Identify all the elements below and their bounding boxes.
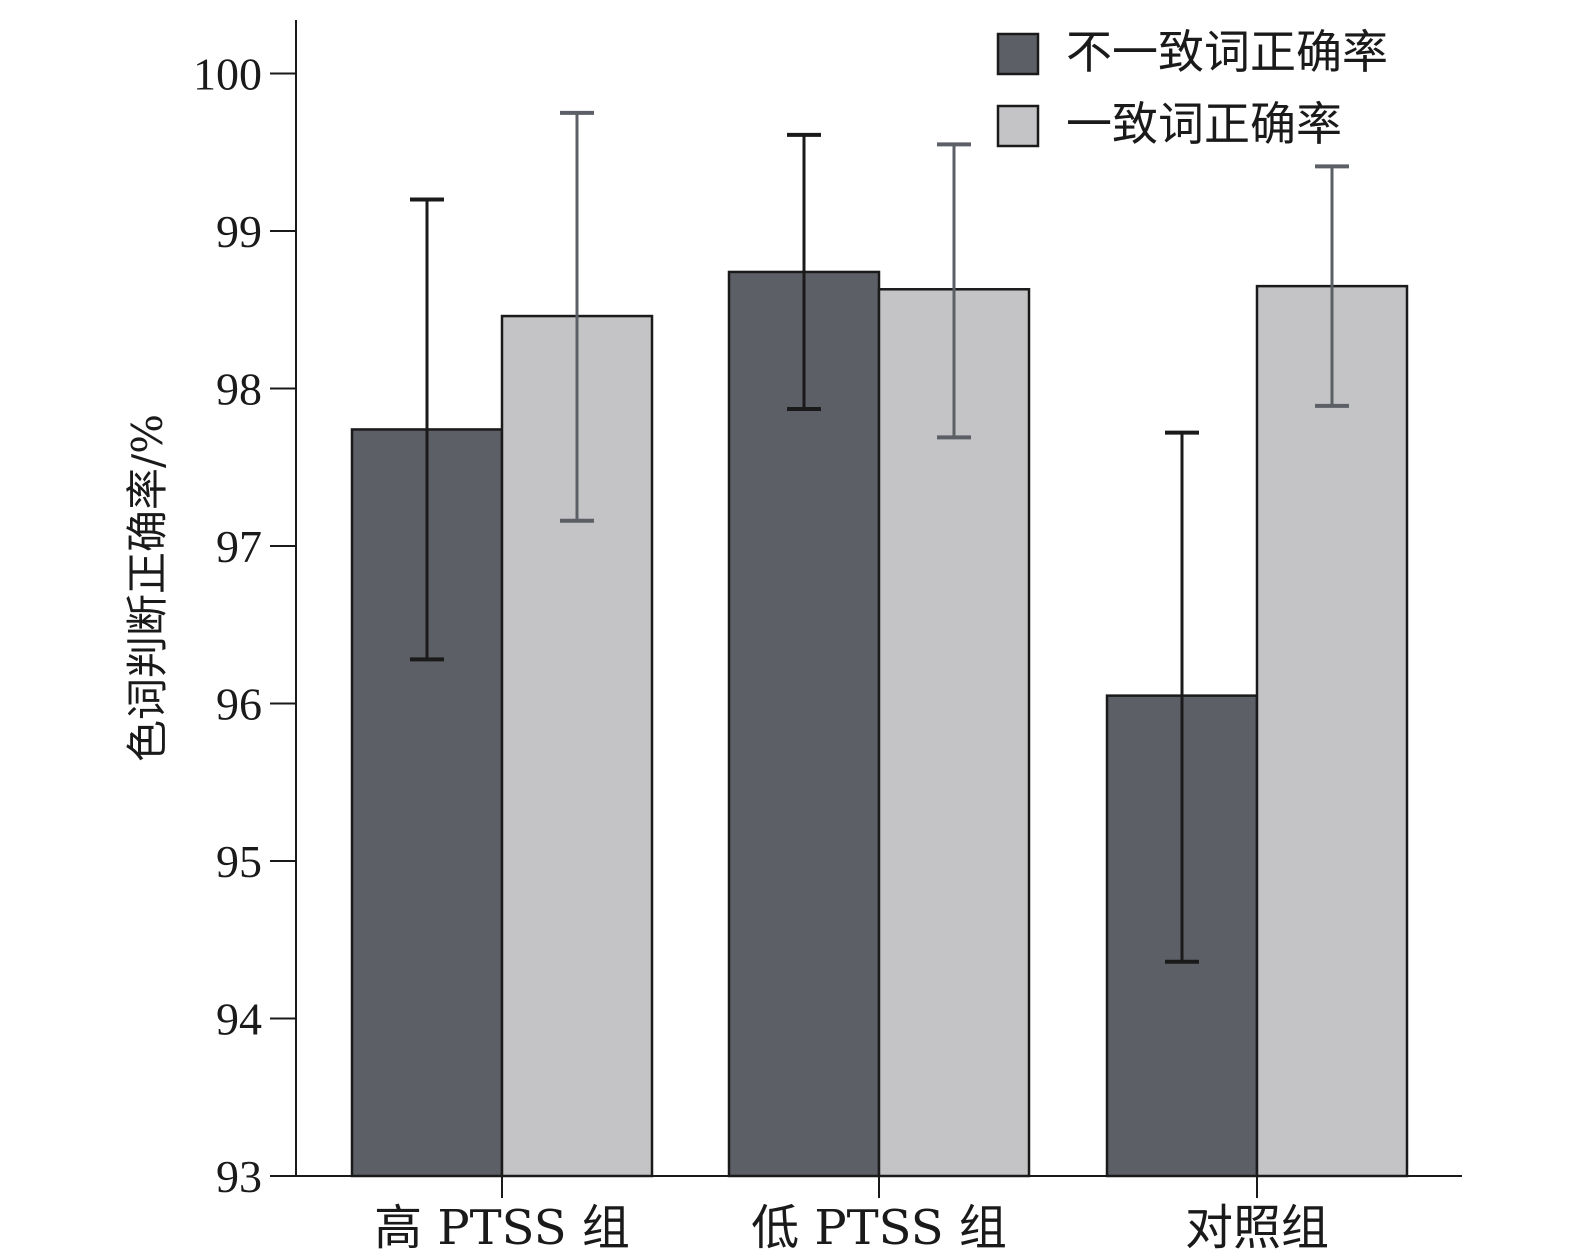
y-tick-label: 100 xyxy=(193,49,262,100)
bar-congruent-2 xyxy=(1255,284,1409,1178)
legend-label-1: 一致词正确率 xyxy=(1066,97,1342,151)
bar-incongruent-1 xyxy=(727,270,881,1178)
error-bars xyxy=(410,110,1349,964)
bar-congruent-1 xyxy=(877,288,1031,1178)
y-tick-label: 94 xyxy=(216,994,262,1045)
x-axis-ticks: 高 PTSS 组 低 PTSS 组 对照组 xyxy=(374,1176,1329,1256)
y-axis-ticks: 93 94 95 96 97 98 99 100 xyxy=(193,49,296,1202)
y-tick-label: 95 xyxy=(216,836,262,887)
y-tick-label: 97 xyxy=(216,521,262,572)
legend-label-0: 不一致词正确率 xyxy=(1066,25,1388,79)
y-tick-label: 96 xyxy=(216,679,262,730)
x-tick-label: 高 PTSS 组 xyxy=(374,1200,630,1256)
y-tick-label: 98 xyxy=(216,364,262,415)
legend-swatch-0 xyxy=(996,32,1040,76)
y-tick-label: 93 xyxy=(216,1151,262,1202)
x-tick-label: 对照组 xyxy=(1185,1200,1329,1256)
y-axis-title: 色词判断正确率/% xyxy=(123,414,172,762)
x-tick-label: 低 PTSS 组 xyxy=(751,1200,1007,1256)
legend-swatch-1 xyxy=(996,104,1040,148)
bars xyxy=(350,270,1409,1178)
y-tick-label: 99 xyxy=(216,206,262,257)
